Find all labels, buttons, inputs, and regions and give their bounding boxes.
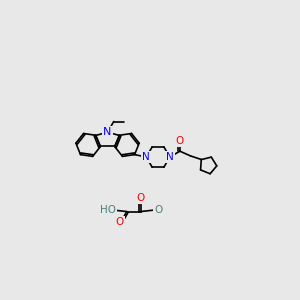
Text: N: N <box>166 152 174 162</box>
Text: H: H <box>156 206 163 215</box>
Text: O: O <box>154 205 162 215</box>
Text: O: O <box>136 193 145 203</box>
Text: HO: HO <box>100 205 116 215</box>
Text: N: N <box>142 152 150 162</box>
Text: O: O <box>116 217 124 227</box>
Text: O: O <box>176 136 184 146</box>
Text: N: N <box>103 127 112 137</box>
